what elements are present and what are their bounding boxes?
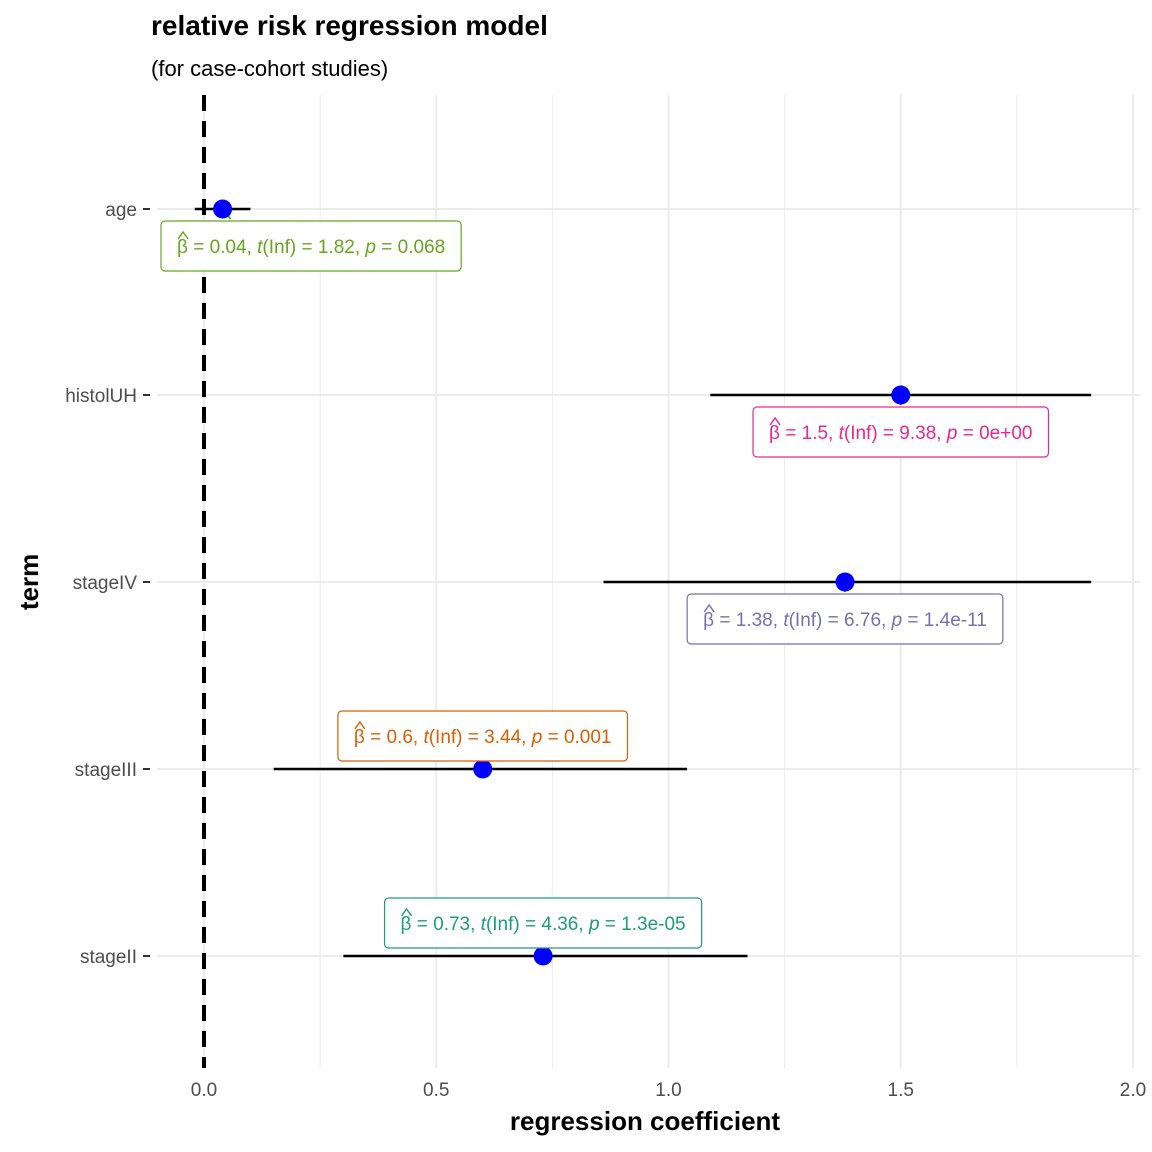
x-tick-label: 1.5 (888, 1080, 914, 1101)
y-tick-label: histolUH (65, 386, 137, 407)
stat-label-text: β = 1.38, t(Inf) = 6.76, p = 1.4e-11 (703, 610, 987, 631)
estimate-point (533, 946, 553, 966)
estimate-point (213, 199, 233, 219)
estimate-point (891, 385, 911, 405)
stat-label: β = 0.6, t(Inf) = 3.44, p = 0.001 (337, 710, 629, 762)
stat-label-box (686, 593, 1004, 645)
y-tick-label: stageIV (73, 573, 138, 594)
stat-label: β = 0.73, t(Inf) = 4.36, p = 1.3e-05 (383, 897, 703, 949)
y-tick-label: stageIII (75, 760, 137, 781)
y-axis-title: term (14, 554, 44, 610)
stat-label-text: β = 0.73, t(Inf) = 4.36, p = 1.3e-05 (401, 914, 686, 935)
stat-label-text: β = 0.04, t(Inf) = 1.82, p = 0.068 (177, 237, 445, 258)
stat-label-box (337, 710, 629, 762)
x-tick-label: 0.5 (423, 1080, 449, 1101)
stat-label-box (160, 220, 462, 272)
x-tick-label: 1.0 (655, 1080, 681, 1101)
stat-label-text: β = 1.5, t(Inf) = 9.38, p = 0e+00 (769, 423, 1032, 444)
beta-hat-mark (400, 907, 413, 917)
stat-label-box (383, 897, 703, 949)
beta-hat-mark (354, 720, 366, 730)
data-layer: β = 0.04, t(Inf) = 1.82, p = 0.068 β = 1.… (160, 199, 1092, 966)
stat-label: β = 1.5, t(Inf) = 9.38, p = 0e+00 (752, 406, 1050, 458)
stat-label-text: β = 0.6, t(Inf) = 3.44, p = 0.001 (354, 727, 612, 748)
stat-label: β = 0.04, t(Inf) = 1.82, p = 0.068 (160, 220, 462, 272)
beta-hat-mark (769, 416, 781, 426)
axis-layer: 0.0 0.5 1.0 1.5 2.0 age histolUH stageIV stageII… (65, 200, 1146, 1101)
y-tick-label: stageII (80, 947, 137, 968)
x-tick-label: 2.0 (1120, 1080, 1146, 1101)
beta-hat-mark (177, 230, 189, 240)
chart-subtitle: (for case-cohort studies) (151, 56, 389, 81)
stat-label: β = 1.38, t(Inf) = 6.76, p = 1.4e-11 (686, 593, 1004, 645)
chart-title: relative risk regression model (151, 10, 548, 41)
estimate-point (473, 759, 493, 779)
stat-label-box (752, 406, 1050, 458)
y-tick-label: age (105, 200, 137, 221)
x-tick-label: 0.0 (191, 1080, 217, 1101)
beta-hat-mark (703, 603, 715, 613)
estimate-point (835, 572, 855, 592)
x-axis-title: regression coefficient (510, 1106, 781, 1136)
